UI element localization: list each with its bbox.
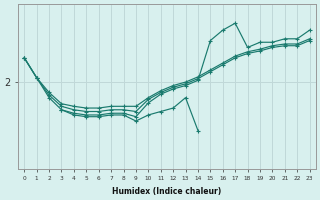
X-axis label: Humidex (Indice chaleur): Humidex (Indice chaleur) [112,187,221,196]
